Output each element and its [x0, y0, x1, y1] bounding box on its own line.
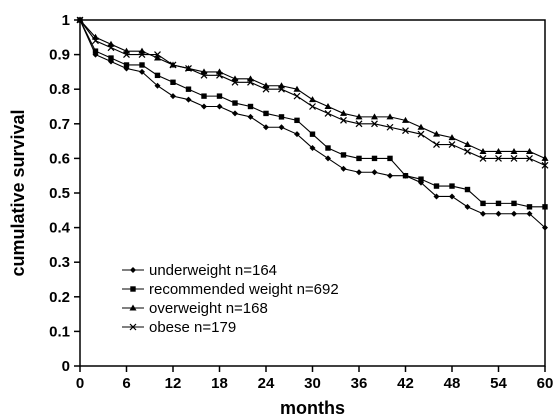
- data-point: [496, 211, 502, 217]
- series-line: [80, 20, 545, 158]
- data-point: [511, 201, 516, 206]
- legend-entry-2: recommended weight n=692: [122, 281, 339, 298]
- data-point: [325, 145, 330, 150]
- data-point: [217, 104, 223, 110]
- x-tick-label: 24: [258, 375, 275, 392]
- data-point: [201, 93, 206, 98]
- data-point: [139, 62, 144, 67]
- legend-marker: [130, 267, 136, 273]
- data-point: [372, 156, 377, 161]
- y-axis-title: cumulative survival: [8, 109, 28, 276]
- legend-label: recommended weight n=692: [149, 281, 339, 298]
- data-point: [93, 48, 98, 53]
- legend-label: overweight n=168: [149, 300, 268, 317]
- data-point: [279, 124, 285, 130]
- data-point: [341, 152, 346, 157]
- x-tick-label: 18: [211, 375, 228, 392]
- y-tick-label: 0.7: [49, 116, 70, 133]
- x-axis-title: months: [280, 398, 345, 416]
- data-point: [465, 204, 471, 210]
- data-point: [263, 124, 269, 130]
- x-tick-label: 60: [537, 375, 554, 392]
- data-point: [434, 183, 439, 188]
- axes: 0 0.1 0.2 0.3 0.4 0.5 0.6 0.7 0.8 0.9 1 0 6 12 18 24 30 3…: [8, 12, 553, 416]
- data-point: [527, 204, 532, 209]
- y-tick-label: 0.6: [49, 150, 70, 167]
- data-point: [248, 114, 254, 120]
- data-point: [186, 87, 191, 92]
- x-tick-label: 42: [397, 375, 414, 392]
- y-tick-label: 0.3: [49, 254, 70, 271]
- data-point: [309, 96, 316, 102]
- data-point: [294, 93, 300, 99]
- y-tick-label: 0.8: [49, 81, 70, 98]
- data-point: [279, 114, 284, 119]
- x-tick-label: 54: [490, 375, 507, 392]
- data-point: [310, 131, 315, 136]
- data-point: [496, 201, 501, 206]
- legend-label: obese n=179: [149, 319, 236, 336]
- data-point: [465, 187, 470, 192]
- data-point: [387, 156, 392, 161]
- legend: underweight n=164 recommended weight n=69…: [122, 262, 339, 336]
- data-point: [186, 97, 192, 103]
- data-point: [170, 80, 175, 85]
- legend-label: underweight n=164: [149, 262, 277, 279]
- data-point: [480, 211, 486, 217]
- data-point: [356, 156, 361, 161]
- data-point: [325, 110, 331, 116]
- data-point: [325, 155, 331, 161]
- data-point: [449, 183, 454, 188]
- y-tick-label: 1: [62, 12, 70, 29]
- series-2: [77, 17, 547, 209]
- x-tick-label: 0: [76, 375, 84, 392]
- series-lines: [77, 17, 549, 231]
- data-point: [542, 204, 547, 209]
- data-point: [155, 73, 160, 78]
- data-point: [465, 148, 471, 154]
- data-point: [263, 111, 268, 116]
- data-point: [372, 169, 378, 175]
- data-point: [248, 104, 253, 109]
- y-tick-label: 0.2: [49, 289, 70, 306]
- y-tick-label: 0: [62, 358, 70, 375]
- x-tick-label: 30: [304, 375, 321, 392]
- y-tick-label: 0.1: [49, 323, 70, 340]
- x-tick-label: 12: [165, 375, 182, 392]
- y-tick-label: 0.9: [49, 47, 70, 64]
- x-tick-label: 6: [122, 375, 130, 392]
- data-point: [449, 193, 455, 199]
- data-point: [170, 93, 176, 99]
- data-point: [232, 110, 238, 116]
- series-line: [80, 20, 545, 165]
- data-point: [108, 55, 113, 60]
- legend-entry-4: obese n=179: [122, 319, 236, 336]
- x-tick-label: 36: [351, 375, 368, 392]
- data-point: [403, 173, 408, 178]
- x-tick-label: 48: [444, 375, 461, 392]
- y-tick-label: 0.5: [49, 185, 70, 202]
- data-point: [310, 104, 316, 110]
- data-point: [356, 169, 362, 175]
- data-point: [217, 93, 222, 98]
- data-point: [511, 211, 517, 217]
- legend-marker: [130, 286, 135, 291]
- series-3: [77, 17, 549, 161]
- series-line: [80, 20, 545, 207]
- data-point: [480, 201, 485, 206]
- data-point: [387, 173, 393, 179]
- legend-entry-3: overweight n=168: [122, 300, 268, 317]
- data-point: [341, 166, 347, 172]
- data-point: [232, 100, 237, 105]
- data-point: [294, 118, 299, 123]
- data-point: [124, 62, 129, 67]
- y-tick-label: 0.4: [49, 220, 71, 237]
- legend-entry-1: underweight n=164: [122, 262, 277, 279]
- data-point: [201, 104, 207, 110]
- data-point: [418, 176, 423, 181]
